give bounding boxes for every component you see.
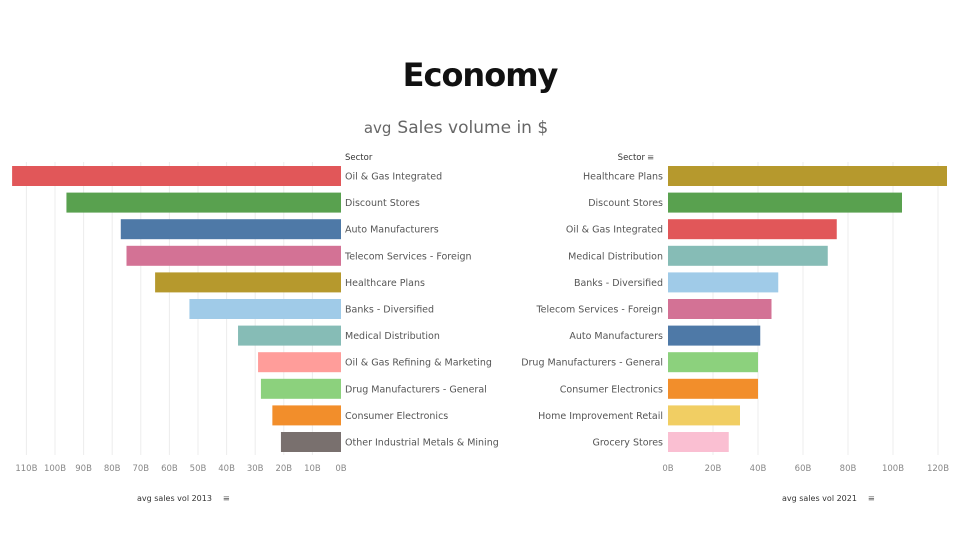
category-label: Telecom Services - Foreign [344,251,472,262]
tick-label: 80B [104,464,121,474]
category-label: Banks - Diversified [345,305,434,316]
category-label: Discount Stores [345,198,420,209]
bar [66,192,341,213]
tick-label: 60B [795,464,812,474]
bar [12,166,341,186]
category-label: Other Industrial Metals & Mining [345,438,499,449]
tick-label: 20B [705,464,722,474]
bar [668,272,779,293]
bar [668,378,758,399]
tick-label: 80B [840,464,857,474]
category-label: Oil & Gas Refining & Marketing [345,358,492,369]
category-label: Auto Manufacturers [569,331,663,342]
tick-label: 100B [882,464,904,474]
bar [126,245,341,266]
bar [668,219,837,240]
bar [668,245,828,266]
sort-icon: ≡ [223,494,230,504]
dimension-header: Sector [618,153,646,163]
tick-label: 100B [44,464,66,474]
category-label: Oil & Gas Integrated [566,225,663,236]
category-label: Home Improvement Retail [538,411,663,422]
tick-label: 40B [218,464,235,474]
bar [189,299,341,319]
category-label: Banks - Diversified [574,278,663,289]
bar [668,299,772,319]
tick-label: 40B [750,464,767,474]
bar [155,272,341,293]
tick-label: 110B [15,464,37,474]
tick-label: 50B [190,464,207,474]
bar [668,432,729,452]
bar [258,352,341,373]
category-label: Discount Stores [588,198,663,209]
bar [280,432,341,452]
tick-label: 0B [662,464,673,474]
category-label: Telecom Services - Foreign [535,305,663,316]
category-label: Medical Distribution [345,331,440,342]
category-label: Healthcare Plans [345,278,425,289]
sort-icon: ≡ [647,153,654,163]
tick-label: 120B [927,464,949,474]
axis-title: avg sales vol 2013 [137,494,212,503]
tick-label: 20B [275,464,292,474]
category-label: Healthcare Plans [583,172,663,183]
bar [238,325,341,346]
category-label: Consumer Electronics [560,384,663,395]
tick-label: 10B [304,464,321,474]
tick-label: 90B [75,464,92,474]
bar [668,166,947,186]
tick-label: 30B [247,464,264,474]
bar [668,352,758,373]
category-label: Medical Distribution [568,251,663,262]
bar [668,325,761,346]
tick-label: 0B [335,464,346,474]
measure-label: Sales volume in $ [397,118,549,138]
sort-icon: ≡ [868,494,875,504]
tick-label: 60B [161,464,178,474]
category-label: Oil & Gas Integrated [345,172,442,183]
bar [668,405,740,426]
aggregation-label: avg [363,119,392,137]
page-title: Economy [402,56,559,94]
chart-subtitle: avg Sales volume in $ [0,118,912,138]
category-label: Drug Manufacturers - General [345,384,487,395]
category-label: Auto Manufacturers [345,225,439,236]
dimension-header: Sector [345,153,373,163]
bar [260,378,341,399]
bar [120,219,341,240]
bar [668,192,902,213]
category-label: Consumer Electronics [345,411,448,422]
tick-label: 70B [132,464,149,474]
category-label: Grocery Stores [592,438,663,449]
axis-title: avg sales vol 2021 [782,494,857,503]
category-label: Drug Manufacturers - General [521,358,663,369]
bar [272,405,341,426]
